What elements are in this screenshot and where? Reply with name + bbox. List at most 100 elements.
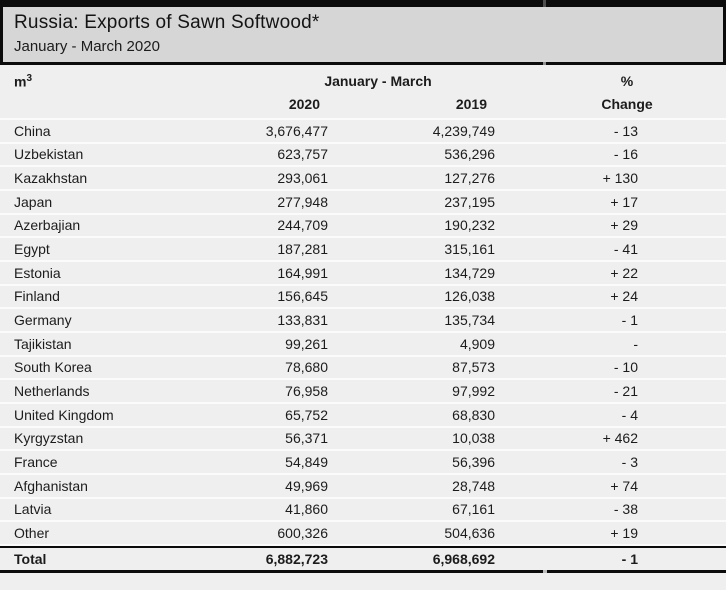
table-row: Finland 156,645 126,038 + 24 bbox=[0, 286, 726, 310]
table-row: United Kingdom 65,752 68,830 - 4 bbox=[0, 404, 726, 428]
change-cell: - 1 bbox=[621, 312, 638, 329]
value-2019-cell: 126,038 bbox=[444, 288, 495, 305]
value-2019-cell: 135,734 bbox=[444, 312, 495, 329]
value-2020-cell: 54,849 bbox=[285, 454, 328, 471]
total-row: Total 6,882,723 6,968,692 - 1 bbox=[0, 546, 726, 570]
value-2019-cell: 237,195 bbox=[444, 193, 495, 210]
change-cell: - 10 bbox=[613, 359, 638, 376]
country-cell: Afghanistan bbox=[14, 477, 88, 494]
value-2019-cell: 536,296 bbox=[444, 146, 495, 163]
change-cell: - 3 bbox=[621, 454, 638, 471]
table-row: Estonia 164,991 134,729 + 22 bbox=[0, 262, 726, 286]
value-2020-cell: 99,261 bbox=[285, 335, 328, 352]
change-cell: + 19 bbox=[610, 524, 638, 541]
value-2020-cell: 600,326 bbox=[277, 524, 328, 541]
change-cell: + 17 bbox=[610, 193, 638, 210]
value-2020-cell: 3,676,477 bbox=[265, 122, 328, 139]
value-2019-cell: 10,038 bbox=[452, 430, 495, 447]
value-2020-cell: 244,709 bbox=[277, 217, 328, 234]
value-2019-cell: 68,830 bbox=[452, 406, 495, 423]
value-2020-cell: 156,645 bbox=[277, 288, 328, 305]
value-2020-cell: 49,969 bbox=[285, 477, 328, 494]
value-2019-cell: 134,729 bbox=[444, 264, 495, 281]
country-cell: Egypt bbox=[14, 241, 50, 258]
country-cell: Uzbekistan bbox=[14, 146, 84, 163]
value-2019-cell: 315,161 bbox=[444, 241, 495, 258]
table-row: South Korea 78,680 87,573 - 10 bbox=[0, 357, 726, 381]
value-2020-cell: 56,371 bbox=[285, 430, 328, 447]
value-2019-cell: 87,573 bbox=[452, 359, 495, 376]
table-row: Latvia 41,860 67,161 - 38 bbox=[0, 499, 726, 523]
country-cell: Germany bbox=[14, 312, 72, 329]
table-row: Other 600,326 504,636 + 19 bbox=[0, 522, 726, 546]
table-body: China 3,676,477 4,239,749 - 13 Uzbekista… bbox=[0, 120, 726, 546]
change-cell: + 24 bbox=[610, 288, 638, 305]
country-cell: Japan bbox=[14, 193, 53, 210]
title-band: Russia: Exports of Sawn Softwood* Januar… bbox=[0, 7, 726, 62]
change-cell: + 22 bbox=[610, 264, 638, 281]
table-row: France 54,849 56,396 - 3 bbox=[0, 451, 726, 475]
value-2020-cell: 133,831 bbox=[277, 312, 328, 329]
value-2020-cell: 65,752 bbox=[285, 406, 328, 423]
change-cell: + 74 bbox=[610, 477, 638, 494]
value-2019-cell: 28,748 bbox=[452, 477, 495, 494]
value-2019-cell: 4,239,749 bbox=[432, 122, 495, 139]
table-row: Kyrgyzstan 56,371 10,038 + 462 bbox=[0, 428, 726, 452]
country-cell: Estonia bbox=[14, 264, 61, 281]
country-cell: United Kingdom bbox=[14, 406, 114, 423]
table-row: Egypt 187,281 315,161 - 41 bbox=[0, 238, 726, 262]
value-2020-cell: 41,860 bbox=[285, 501, 328, 518]
country-cell: Kazakhstan bbox=[14, 170, 88, 187]
table-row: Germany 133,831 135,734 - 1 bbox=[0, 309, 726, 333]
value-2019-cell: 97,992 bbox=[452, 383, 495, 400]
table-row: Azerbajian 244,709 190,232 + 29 bbox=[0, 215, 726, 239]
column-tick bbox=[543, 570, 547, 573]
change-cell: + 462 bbox=[602, 430, 638, 447]
unit-label: m3 bbox=[14, 73, 32, 90]
value-2019-cell: 190,232 bbox=[444, 217, 495, 234]
total-underline bbox=[0, 570, 726, 573]
change-cell: - bbox=[633, 335, 638, 352]
change-cell: - 4 bbox=[621, 406, 638, 423]
change-cell: - 16 bbox=[613, 146, 638, 163]
col-header-percent: % bbox=[620, 73, 634, 89]
total-2019: 6,968,692 bbox=[432, 551, 495, 567]
country-cell: Finland bbox=[14, 288, 60, 305]
table-header: m3 January - March 2020 2019 % Change bbox=[0, 65, 726, 120]
country-cell: South Korea bbox=[14, 359, 92, 376]
change-cell: - 13 bbox=[613, 122, 638, 139]
change-cell: + 130 bbox=[602, 170, 638, 187]
change-cell: - 21 bbox=[613, 383, 638, 400]
header-separator bbox=[0, 118, 726, 120]
value-2019-cell: 4,909 bbox=[459, 335, 495, 352]
total-2020: 6,882,723 bbox=[265, 551, 328, 567]
change-cell: - 38 bbox=[613, 501, 638, 518]
value-2020-cell: 76,958 bbox=[285, 383, 328, 400]
exports-table: m3 January - March 2020 2019 % Change Ch… bbox=[0, 65, 726, 590]
period-header: January - March bbox=[324, 73, 432, 89]
value-2019-cell: 67,161 bbox=[452, 501, 495, 518]
value-2020-cell: 293,061 bbox=[277, 170, 328, 187]
country-cell: Other bbox=[14, 524, 50, 541]
table-row: Tajikistan 99,261 4,909 - bbox=[0, 333, 726, 357]
col-header-2020: 2020 bbox=[288, 96, 320, 112]
change-cell: - 41 bbox=[613, 241, 638, 258]
country-cell: France bbox=[14, 454, 58, 471]
top-black-bar bbox=[0, 0, 726, 7]
value-2020-cell: 164,991 bbox=[277, 264, 328, 281]
unit-sup-3: 3 bbox=[26, 73, 33, 84]
country-cell: Azerbajian bbox=[14, 217, 81, 234]
country-cell: Netherlands bbox=[14, 383, 90, 400]
title-underline bbox=[0, 62, 726, 65]
total-change: - 1 bbox=[621, 551, 638, 567]
col-header-2019: 2019 bbox=[455, 96, 487, 112]
value-2020-cell: 277,948 bbox=[277, 193, 328, 210]
table-row: China 3,676,477 4,239,749 - 13 bbox=[0, 120, 726, 144]
column-tick bbox=[543, 62, 546, 65]
page-title: Russia: Exports of Sawn Softwood* bbox=[14, 12, 320, 33]
table-row: Kazakhstan 293,061 127,276 + 130 bbox=[0, 167, 726, 191]
country-cell: Latvia bbox=[14, 501, 52, 518]
country-cell: China bbox=[14, 122, 51, 139]
value-2020-cell: 623,757 bbox=[277, 146, 328, 163]
